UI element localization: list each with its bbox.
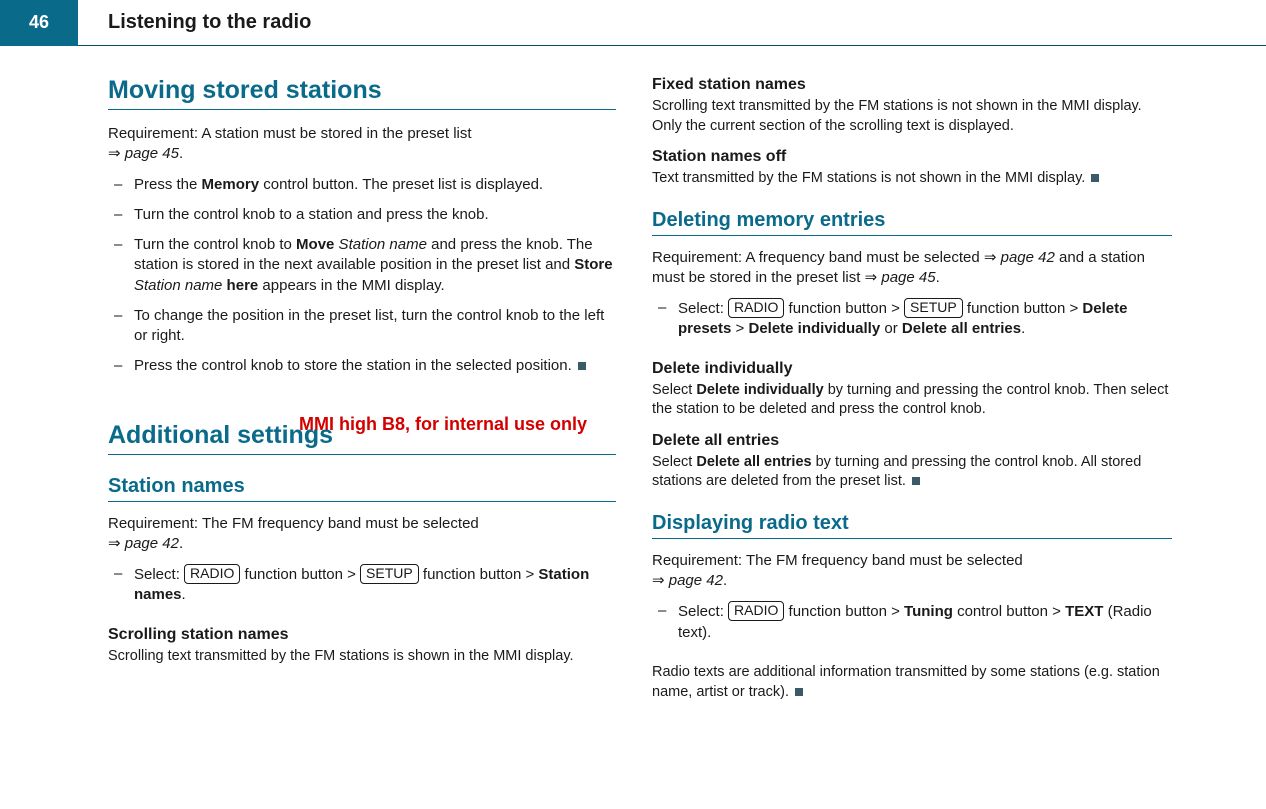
text: Press the <box>134 176 202 193</box>
text-bold: Delete all entries <box>696 454 811 470</box>
page-body: Moving stored stations Requirement: A st… <box>0 46 1266 708</box>
arrow-icon: ⇒ <box>108 145 125 162</box>
moving-steps-list: Press the Memory control button. The pre… <box>108 175 616 377</box>
heading-station-names: Station names <box>108 475 616 502</box>
text: . <box>179 535 183 552</box>
list-item: Turn the control knob to Move Station na… <box>108 235 616 296</box>
text: Requirement: A frequency band must be se… <box>652 249 984 266</box>
text-bold: Move <box>296 236 334 253</box>
text-bold: Delete individually <box>696 382 823 398</box>
watermark: MMI high B8, for internal use only <box>299 414 587 435</box>
radio-button-label: RADIO <box>728 298 784 318</box>
delete-all-body: Select Delete all entries by turning and… <box>652 453 1172 492</box>
text: Select <box>652 382 696 398</box>
list-item: Press the control knob to store the stat… <box>108 356 616 376</box>
text-italic: Station name <box>134 277 222 294</box>
arrow-icon: ⇒ <box>108 535 125 552</box>
page-ref: page 42 <box>1001 249 1055 266</box>
right-column: Fixed station names Scrolling text trans… <box>652 76 1172 708</box>
text: . <box>936 269 940 286</box>
text: Select: <box>678 300 728 317</box>
heading-moving-stored-stations: Moving stored stations <box>108 76 616 110</box>
radiotext-body: Radio texts are additional information t… <box>652 663 1172 702</box>
text-bold: Store <box>574 256 612 273</box>
text: function button > <box>419 566 539 583</box>
radio-button-label: RADIO <box>728 601 784 621</box>
heading-delete-all-entries: Delete all entries <box>652 432 1172 450</box>
arrow-icon: ⇒ <box>984 249 1001 266</box>
text: Requirement: The FM frequency band must … <box>652 552 1023 569</box>
arrow-icon: ⇒ <box>652 572 669 589</box>
scrolling-body: Scrolling text transmitted by the FM sta… <box>108 647 616 667</box>
text-bold: Delete individually <box>748 320 880 337</box>
heading-scrolling-station-names: Scrolling station names <box>108 626 616 644</box>
text: Select: <box>134 566 184 583</box>
end-mark-icon <box>795 688 803 696</box>
list-item: Select: RADIO function button > SETUP fu… <box>108 564 616 606</box>
text: . <box>723 572 727 589</box>
list-item: Select: RADIO function button > SETUP fu… <box>652 298 1172 340</box>
heading-displaying-radio-text: Displaying radio text <box>652 512 1172 539</box>
text: Radio texts are additional information t… <box>652 664 1160 700</box>
text: Requirement: The FM frequency band must … <box>108 515 479 532</box>
text: Requirement: A station must be stored in… <box>108 125 472 142</box>
deleting-steps: Select: RADIO function button > SETUP fu… <box>652 298 1172 340</box>
page-number: 46 <box>0 0 78 46</box>
text: appears in the MMI display. <box>258 277 444 294</box>
station-names-steps: Select: RADIO function button > SETUP fu… <box>108 564 616 606</box>
delete-individually-body: Select Delete individually by turning an… <box>652 381 1172 420</box>
text: function button > <box>963 300 1083 317</box>
text-bold: Memory <box>202 176 260 193</box>
text: control button > <box>953 603 1065 620</box>
moving-requirement: Requirement: A station must be stored in… <box>108 124 616 165</box>
list-item: Select: RADIO function button > Tuning c… <box>652 601 1172 643</box>
end-mark-icon <box>578 362 586 370</box>
end-mark-icon <box>1091 174 1099 182</box>
page-header: 46 Listening to the radio <box>0 0 1266 46</box>
text: Text transmitted by the FM stations is n… <box>652 170 1085 186</box>
text: Press the control knob to store the stat… <box>134 357 572 374</box>
off-body: Text transmitted by the FM stations is n… <box>652 169 1172 189</box>
fixed-body: Scrolling text transmitted by the FM sta… <box>652 97 1172 136</box>
heading-deleting-memory-entries: Deleting memory entries <box>652 209 1172 236</box>
text: function button > <box>784 603 904 620</box>
page-ref: page 45 <box>881 269 935 286</box>
text: function button > <box>784 300 904 317</box>
arrow-icon: ⇒ <box>865 269 882 286</box>
text: or <box>880 320 902 337</box>
heading-station-names-off: Station names off <box>652 148 1172 166</box>
setup-button-label: SETUP <box>360 564 419 584</box>
text: function button > <box>240 566 360 583</box>
text-bold: Delete all entries <box>902 320 1021 337</box>
text-bold: here <box>222 277 258 294</box>
text-italic: Station name <box>334 236 427 253</box>
left-column: Moving stored stations Requirement: A st… <box>108 76 616 708</box>
list-item: Press the Memory control button. The pre… <box>108 175 616 195</box>
text: . <box>1021 320 1025 337</box>
chapter-title: Listening to the radio <box>108 11 311 34</box>
station-names-requirement: Requirement: The FM frequency band must … <box>108 514 616 555</box>
text: . <box>179 145 183 162</box>
text: Select <box>652 454 696 470</box>
page-ref: page 42 <box>669 572 723 589</box>
deleting-requirement: Requirement: A frequency band must be se… <box>652 248 1172 289</box>
list-item: To change the position in the preset lis… <box>108 306 616 347</box>
text: . <box>182 586 186 603</box>
text: Select: <box>678 603 728 620</box>
radio-button-label: RADIO <box>184 564 240 584</box>
text: > <box>731 320 748 337</box>
text-bold: Tuning <box>904 603 953 620</box>
end-mark-icon <box>912 477 920 485</box>
heading-delete-individually: Delete individually <box>652 360 1172 378</box>
text: control button. The preset list is displ… <box>259 176 543 193</box>
list-item: Turn the control knob to a station and p… <box>108 205 616 225</box>
radiotext-steps: Select: RADIO function button > Tuning c… <box>652 601 1172 643</box>
page-ref: page 45 <box>125 145 179 162</box>
radiotext-requirement: Requirement: The FM frequency band must … <box>652 551 1172 592</box>
text-bold: TEXT <box>1065 603 1103 620</box>
setup-button-label: SETUP <box>904 298 963 318</box>
page-ref: page 42 <box>125 535 179 552</box>
text: Turn the control knob to <box>134 236 296 253</box>
heading-fixed-station-names: Fixed station names <box>652 76 1172 94</box>
